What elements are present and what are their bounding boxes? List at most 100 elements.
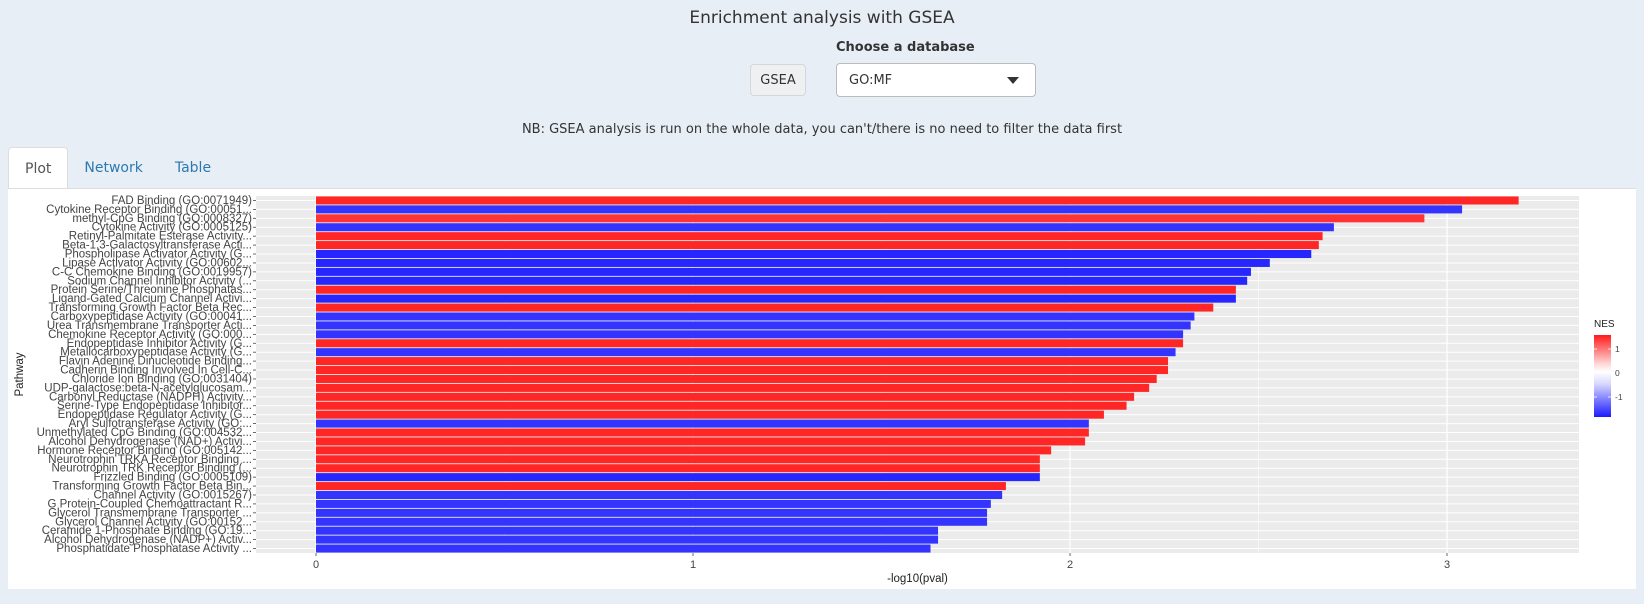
tab-plot[interactable]: Plot	[8, 147, 69, 189]
bar	[316, 410, 1104, 419]
tick-label-x: 2	[1067, 559, 1073, 571]
database-select[interactable]: GO:MF	[836, 63, 1036, 97]
bar	[316, 392, 1135, 401]
category-label: Transforming Growth Factor Beta Rec...	[49, 302, 252, 314]
legend-colorbar	[1594, 335, 1611, 417]
bar	[316, 490, 1003, 500]
category-label: Glycerol Transmembrane Transporter ...	[48, 507, 252, 519]
bar	[316, 321, 1191, 330]
bar	[316, 437, 1086, 446]
tick-label-x: 1	[690, 559, 696, 571]
x-axis-label: -log10(pval)	[887, 573, 948, 585]
tick-label-x: 0	[313, 559, 319, 571]
category-label: Protein Serine/Threonine Phosphatas...	[51, 284, 252, 296]
bar	[316, 232, 1323, 241]
category-label: Endopeptidase Inhibitor Activity (G...	[67, 338, 252, 350]
page-title: Enrichment analysis with GSEA	[689, 8, 955, 28]
bar	[316, 276, 1248, 285]
tab-bar: Plot Network Table	[8, 147, 227, 189]
database-selected-value: GO:MF	[849, 72, 893, 88]
chevron-down-icon	[1007, 77, 1019, 84]
gsea-note: NB: GSEA analysis is run on the whole da…	[521, 122, 1123, 137]
bar	[316, 214, 1425, 223]
bar	[316, 223, 1334, 232]
category-label: Glycerol Channel Activity (GO:00152...	[55, 516, 252, 528]
category-label: FAD Binding (GO:0071949)	[111, 195, 252, 207]
category-label: Cytokine Activity (GO:0005125)	[92, 222, 253, 234]
bar	[316, 526, 939, 535]
bar	[316, 499, 991, 508]
legend-tick-label: 0	[1615, 368, 1620, 378]
category-label: Sodium Channel Inhibitor Activity (...	[67, 275, 252, 287]
category-label: Aryl Sulfotransferase Activity (GO:...	[69, 418, 252, 430]
category-label: Ceramide 1-Phosphate Binding (GO:19...	[42, 525, 252, 537]
category-label: Channel Activity (GO:0015267)	[93, 489, 252, 501]
category-label: Lipase Activator Activity (GO:00602...	[62, 257, 252, 269]
category-label: Metallocarboxypeptidase Activity (G...	[60, 347, 252, 359]
category-label: Transforming Growth Factor Beta Bin...	[52, 481, 252, 493]
legend-title: NES	[1594, 319, 1615, 330]
bar	[316, 330, 1184, 339]
bar	[316, 473, 1040, 482]
bar	[316, 535, 939, 544]
bar	[316, 517, 988, 526]
bar	[316, 482, 1006, 491]
category-label: Phosphatidate Phosphatase Activity ...	[56, 543, 252, 555]
bar	[316, 366, 1169, 375]
bar	[316, 374, 1157, 383]
bar	[316, 348, 1176, 357]
category-label: Beta-1,3-Galactosyltransferase Acti...	[62, 240, 252, 252]
category-label: C-C Chemokine Binding (GO:0019957)	[52, 266, 252, 278]
bar	[316, 357, 1169, 366]
category-label: Ligand-Gated Calcium Channel Activi...	[52, 293, 252, 305]
category-label: Alcohol Dehydrogenase (NAD+) Activi...	[48, 436, 252, 448]
category-label: Unmethylated CpG Binding (GO:004532...	[37, 427, 252, 439]
bar	[316, 339, 1184, 348]
y-axis-label: Pathway	[14, 352, 26, 396]
category-label: Phospholipase Activator Activity (G...	[65, 249, 252, 261]
tab-table[interactable]: Table	[174, 160, 212, 176]
category-label: Hormone Receptor Binding (GO:005142...	[37, 445, 252, 457]
category-label: Chloride Ion Binding (GO:0031404)	[72, 373, 252, 385]
tick-label-x: 3	[1444, 559, 1450, 571]
bar	[316, 383, 1150, 392]
bar	[316, 267, 1251, 276]
bar	[316, 285, 1236, 294]
bar	[316, 464, 1040, 473]
bar	[316, 508, 988, 517]
bar	[316, 401, 1127, 410]
category-label: G Protein-Coupled Chemoattractant R...	[47, 498, 252, 510]
legend-tick-label: -1	[1615, 392, 1623, 402]
category-label: Serine-Type Endopeptidase Inhibitor...	[57, 400, 252, 412]
category-label: Carbonyl Reductase (NADPH) Activity...	[49, 391, 252, 403]
gsea-button[interactable]: GSEA	[750, 64, 806, 96]
category-label: Chemokine Receptor Activity (GO:000...	[48, 329, 252, 341]
bar	[316, 419, 1089, 428]
plot-panel: FAD Binding (GO:0071949) Cytokine Recepto…	[8, 188, 1636, 589]
bar	[316, 312, 1195, 321]
category-label: Cadherin Binding Involved In Cell-C...	[60, 365, 252, 377]
category-label: Neurotrophin TRK Receptor Binding (...	[52, 463, 253, 475]
bar	[316, 196, 1519, 205]
bar	[316, 428, 1089, 437]
gsea-bar-chart: FAD Binding (GO:0071949)Cytokine Recepto…	[14, 195, 1623, 585]
plot-background	[256, 196, 1579, 553]
bar	[316, 249, 1312, 259]
bar	[316, 455, 1040, 464]
bar	[316, 544, 931, 553]
bar	[316, 205, 1463, 214]
category-label: Endopeptidase Regulator Activity (G...	[58, 409, 252, 421]
category-label: Carboxypeptidase Activity (GO:00041...	[51, 311, 252, 323]
database-label: Choose a database	[836, 40, 975, 55]
bar	[316, 446, 1052, 455]
category-label: Cytokine Receptor Binding (GO:00051...	[46, 204, 252, 216]
category-label: Frizzled Binding (GO:0005109)	[93, 472, 252, 484]
category-label: Retinyl-Palmitate Esterase Activity...	[69, 231, 252, 243]
category-label: Alcohol Dehydrogenase (NADP+) Activ...	[44, 534, 252, 546]
category-label: Flavin Adenine Dinucleotide Binding...	[59, 356, 252, 368]
bar	[316, 241, 1319, 250]
tab-network[interactable]: Network	[84, 160, 143, 176]
bar	[316, 258, 1270, 267]
category-label: Neurotrophin TRKA Receptor Binding ...	[48, 454, 252, 466]
category-label: methyl-CpG Binding (GO:0008327)	[72, 213, 252, 225]
